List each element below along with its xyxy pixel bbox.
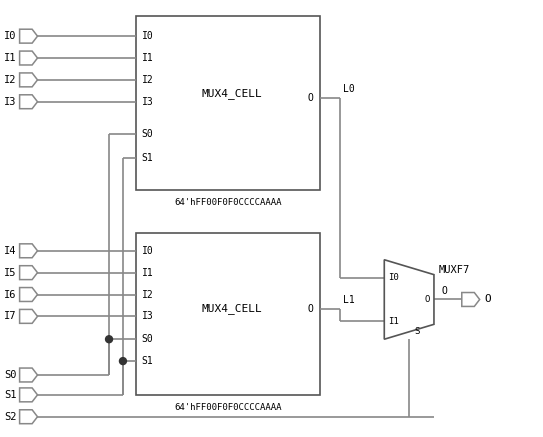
Text: 64'hFF00F0F0CCCCAAAA: 64'hFF00F0F0CCCCAAAA [174,403,281,412]
Text: I1: I1 [4,53,17,63]
Text: MUXF7: MUXF7 [439,265,470,275]
Text: I6: I6 [4,290,17,299]
Text: S: S [414,327,419,336]
Text: L0: L0 [343,84,354,94]
Circle shape [105,336,112,343]
Text: I0: I0 [4,31,17,41]
Bar [136,16,320,190]
Text: O: O [308,304,314,314]
Text: S2: S2 [4,412,17,422]
Text: O: O [485,295,491,305]
Text: I5: I5 [4,267,17,277]
Text: O: O [308,93,314,103]
Text: S0: S0 [142,128,154,139]
Text: MUX4_CELL: MUX4_CELL [201,88,262,99]
Text: S1: S1 [4,390,17,400]
Bar [136,233,320,395]
Text: I0: I0 [388,273,399,282]
Circle shape [119,357,127,364]
Text: I2: I2 [4,75,17,85]
Text: I1: I1 [142,53,154,63]
Text: I1: I1 [142,267,154,277]
Text: I3: I3 [142,97,154,107]
Text: S1: S1 [142,153,154,163]
Text: I1: I1 [388,317,399,326]
Text: S0: S0 [4,370,17,380]
Text: I2: I2 [142,75,154,85]
Text: I0: I0 [142,31,154,41]
Text: I2: I2 [142,290,154,299]
Text: O: O [442,285,448,295]
Text: 64'hFF00F0F0CCCCAAAA: 64'hFF00F0F0CCCCAAAA [174,198,281,207]
Text: I3: I3 [142,312,154,321]
Text: S0: S0 [142,334,154,344]
Text: O: O [425,295,430,304]
Text: I4: I4 [4,246,17,256]
Text: I7: I7 [4,312,17,321]
Text: MUX4_CELL: MUX4_CELL [201,303,262,314]
Text: S1: S1 [142,356,154,366]
Text: I3: I3 [4,97,17,107]
Text: L1: L1 [343,295,354,305]
Text: I0: I0 [142,246,154,256]
